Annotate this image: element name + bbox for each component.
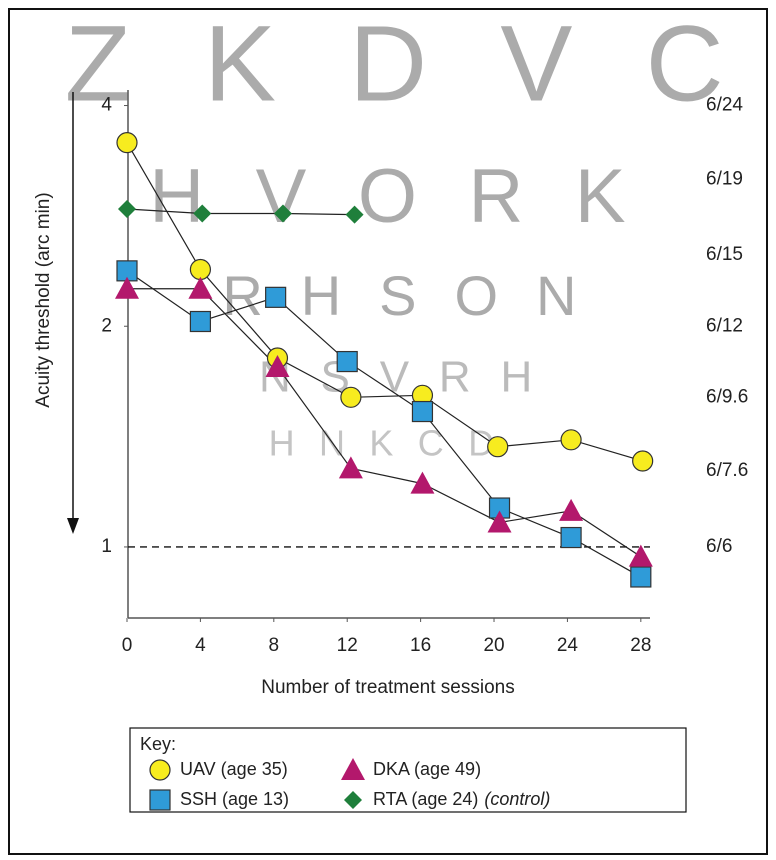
y2-tick-label: 6/6	[706, 536, 732, 557]
y2-tick-label: 6/19	[706, 169, 743, 190]
marker	[559, 499, 583, 521]
marker	[631, 567, 651, 587]
chart-letters: H N K C D	[269, 423, 502, 464]
arrow-head	[67, 518, 79, 534]
x-tick-label: 8	[269, 635, 280, 656]
chart-letters: H V O R K	[149, 154, 641, 239]
marker	[410, 472, 434, 494]
marker	[561, 528, 581, 548]
legend-title: Key:	[140, 734, 176, 754]
x-tick-label: 0	[122, 635, 133, 656]
marker	[190, 312, 210, 332]
marker	[117, 133, 137, 153]
y2-tick-label: 6/24	[706, 95, 743, 116]
y2-tick-label: 6/7.6	[706, 460, 748, 481]
y2-tick-label: 6/12	[706, 315, 743, 336]
legend: Key: UAV (age 35) DKA (age 49) SSH (age 13…	[130, 728, 686, 812]
legend-label: DKA (age 49)	[373, 759, 481, 779]
legend-note: (control)	[484, 789, 550, 809]
legend-label: RTA (age 24)	[373, 789, 478, 809]
y-tick-label: 4	[101, 95, 112, 116]
x-tick-label: 4	[195, 635, 206, 656]
x-tick-label: 12	[337, 635, 358, 656]
chart-letters: Z K D V C	[65, 3, 745, 124]
y-tick-label: 1	[101, 536, 112, 557]
marker	[561, 430, 581, 450]
x-tick-label: 28	[630, 635, 651, 656]
legend-label: UAV (age 35)	[180, 759, 288, 779]
x-tick-label: 20	[483, 635, 504, 656]
x-tick-label: 16	[410, 635, 431, 656]
legend-marker	[150, 790, 170, 810]
chart-letters: N S V R H	[259, 353, 541, 402]
y2-tick-label: 6/9.6	[706, 386, 748, 407]
legend-marker	[150, 760, 170, 780]
chart: Z K D V C H V O R K R H S O N N S V R H …	[0, 0, 776, 860]
marker	[341, 387, 361, 407]
y-tick-label: 2	[101, 315, 112, 336]
marker	[412, 402, 432, 422]
x-tick-label: 24	[557, 635, 579, 656]
marker	[337, 352, 357, 372]
marker	[633, 451, 653, 471]
marker	[488, 437, 508, 457]
legend-label: SSH (age 13)	[180, 789, 289, 809]
y-axis-label: Acuity threshold (arc min)	[33, 192, 54, 407]
marker	[190, 260, 210, 280]
marker	[266, 287, 286, 307]
x-axis-label: Number of treatment sessions	[261, 677, 514, 698]
marker	[629, 545, 653, 567]
y2-tick-label: 6/15	[706, 244, 743, 265]
marker	[118, 200, 136, 218]
